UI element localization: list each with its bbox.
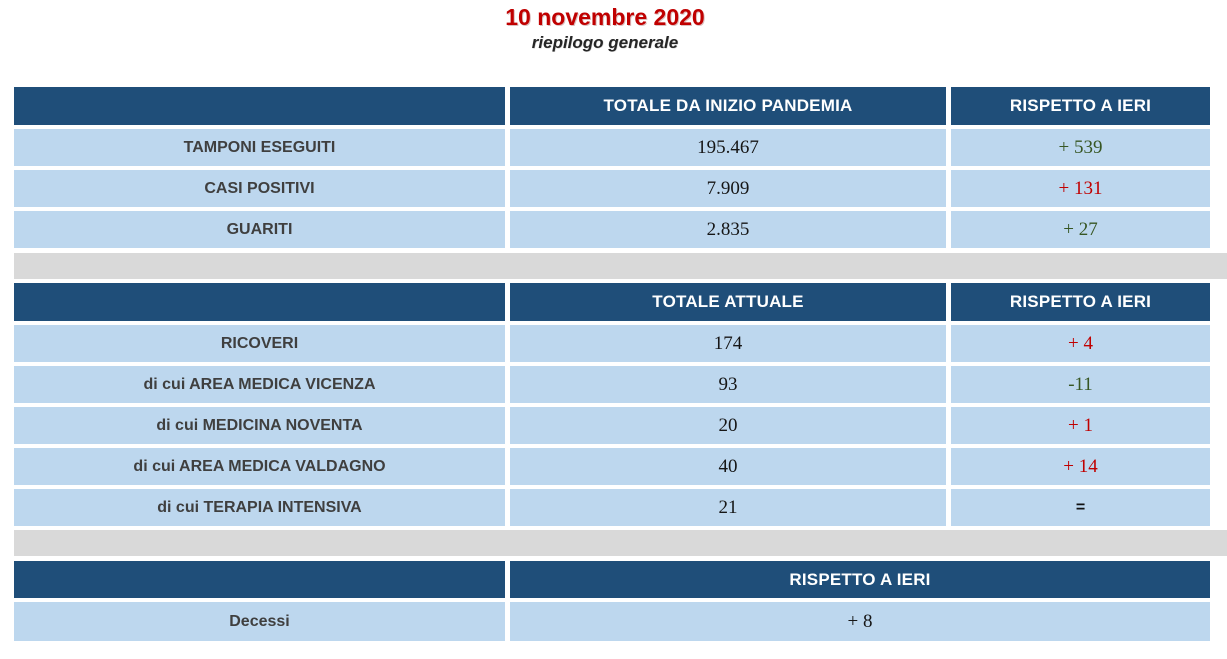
page-title: 10 novembre 2020 (505, 4, 705, 30)
row-delta-cell: = (951, 489, 1210, 526)
table-pandemic-totals: TOTALE DA INIZIO PANDEMIA RISPETTO A IER… (14, 87, 1227, 248)
table-current-totals: TOTALE ATTUALE RISPETTO A IERI RICOVERI … (14, 283, 1227, 526)
delta-value: + 8 (847, 610, 873, 632)
row-delta-cell: + 539 (951, 129, 1210, 166)
row-delta-cell: -11 (951, 366, 1210, 403)
section-divider (14, 530, 1227, 556)
row-delta-cell: + 14 (951, 448, 1210, 485)
header-empty-cell (14, 283, 505, 321)
row-label: CASI POSITIVI (14, 170, 505, 207)
column-header-rispetto-ieri: RISPETTO A IERI (951, 283, 1210, 321)
row-label: Decessi (14, 602, 505, 641)
row-delta-cell: + 1 (951, 407, 1210, 444)
row-label: di cui AREA MEDICA VALDAGNO (14, 448, 505, 485)
table-deaths: RISPETTO A IERI Decessi + 8 (14, 561, 1227, 641)
row-value: 21 (510, 489, 946, 526)
delta-value: + 1 (1068, 414, 1093, 436)
row-value: 40 (510, 448, 946, 485)
row-delta-cell: + 27 (951, 211, 1210, 248)
row-delta-cell: + 8 (510, 602, 1210, 641)
row-value: 7.909 (510, 170, 946, 207)
row-value: 93 (510, 366, 946, 403)
row-label: di cui TERAPIA INTENSIVA (14, 489, 505, 526)
row-label: TAMPONI ESEGUITI (14, 129, 505, 166)
section-divider (14, 253, 1227, 279)
column-header-totale-pandemia: TOTALE DA INIZIO PANDEMIA (510, 87, 946, 125)
row-label: di cui AREA MEDICA VICENZA (14, 366, 505, 403)
row-label: di cui MEDICINA NOVENTA (14, 407, 505, 444)
page-subtitle: riepilogo generale (531, 33, 679, 52)
row-delta-cell: + 4 (951, 325, 1210, 362)
column-header-totale-attuale: TOTALE ATTUALE (510, 283, 946, 321)
row-label: GUARITI (14, 211, 505, 248)
delta-value: + 131 (1058, 177, 1103, 199)
delta-value: -11 (1068, 373, 1093, 395)
header-empty-cell (14, 561, 505, 598)
delta-value: + 27 (1063, 218, 1098, 240)
row-label: RICOVERI (14, 325, 505, 362)
delta-value: + 4 (1068, 332, 1093, 354)
column-header-rispetto-ieri: RISPETTO A IERI (951, 87, 1210, 125)
delta-value: + 14 (1063, 455, 1098, 477)
row-value: 195.467 (510, 129, 946, 166)
row-value: 2.835 (510, 211, 946, 248)
header-empty-cell (14, 87, 505, 125)
row-delta-cell: + 131 (951, 170, 1210, 207)
row-value: 174 (510, 325, 946, 362)
report-header: 10 novembre 2020 riepilogo generale (0, 0, 1210, 53)
row-value: 20 (510, 407, 946, 444)
delta-value: + 539 (1058, 136, 1103, 158)
column-header-rispetto-ieri: RISPETTO A IERI (510, 561, 1210, 598)
delta-value: = (1075, 498, 1086, 516)
